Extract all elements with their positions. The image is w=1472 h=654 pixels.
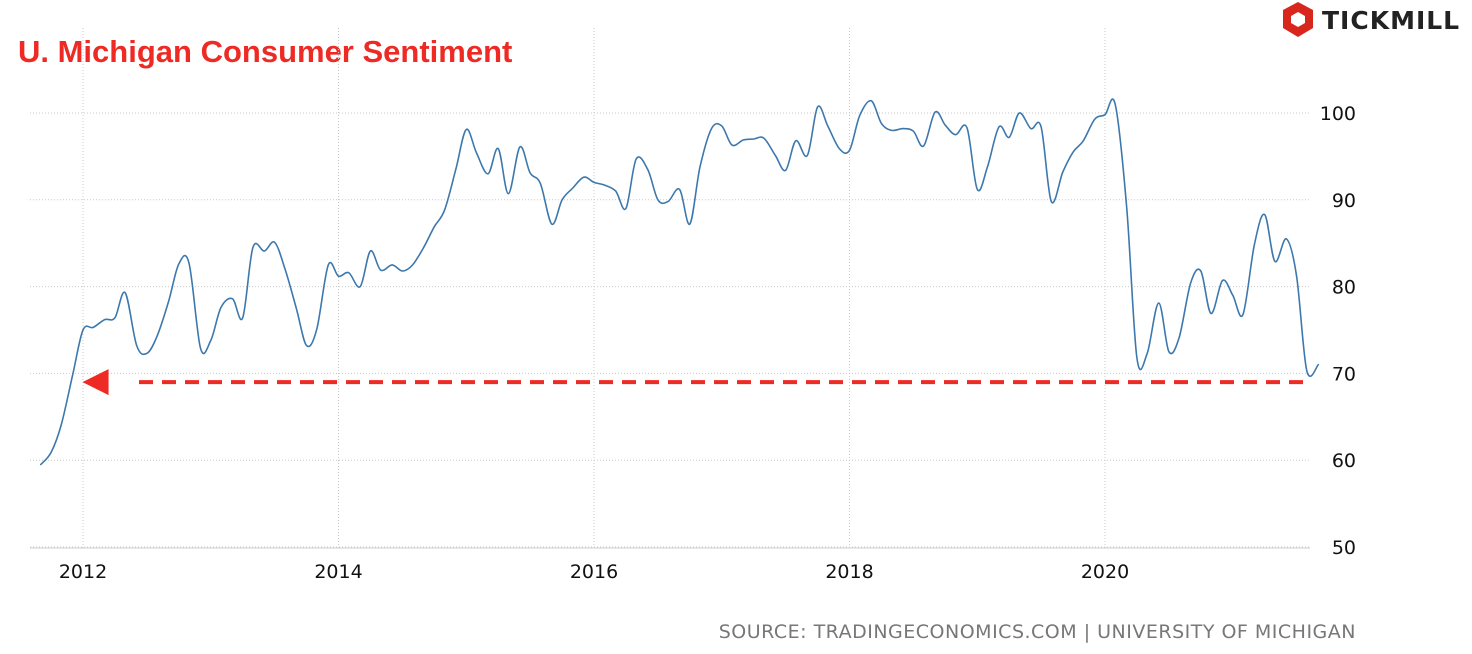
x-axis-ticks: 2012 2014 2016 2018 2020 bbox=[59, 561, 1129, 583]
tickmill-logo: TICKMILL bbox=[1283, 2, 1460, 37]
x-tick-label: 2014 bbox=[314, 561, 362, 583]
tickmill-logo-text: TICKMILL bbox=[1322, 6, 1460, 35]
grid bbox=[30, 28, 1310, 549]
series-group bbox=[40, 98, 1320, 466]
sentiment-series-line bbox=[40, 98, 1320, 466]
y-tick-label: 90 bbox=[1332, 190, 1356, 212]
y-tick-label: 80 bbox=[1332, 277, 1356, 299]
y-tick-label: 70 bbox=[1332, 363, 1356, 385]
y-tick-label: 100 bbox=[1320, 103, 1356, 125]
x-tick-label: 2020 bbox=[1081, 561, 1129, 583]
annotation-arrowhead bbox=[82, 369, 109, 396]
source-caption: SOURCE: TRADINGECONOMICS.COM | UNIVERSIT… bbox=[719, 621, 1356, 643]
tickmill-logo-icon-cutout bbox=[1291, 12, 1305, 27]
y-tick-label: 50 bbox=[1332, 537, 1356, 559]
x-tick-label: 2018 bbox=[825, 561, 873, 583]
chart-title: U. Michigan Consumer Sentiment bbox=[18, 34, 512, 69]
x-tick-label: 2016 bbox=[570, 561, 618, 583]
y-axis-ticks: 50 60 70 80 90 100 bbox=[1320, 103, 1356, 559]
x-tick-label: 2012 bbox=[59, 561, 107, 583]
y-tick-label: 60 bbox=[1332, 450, 1356, 472]
annotation-group bbox=[82, 369, 1304, 396]
